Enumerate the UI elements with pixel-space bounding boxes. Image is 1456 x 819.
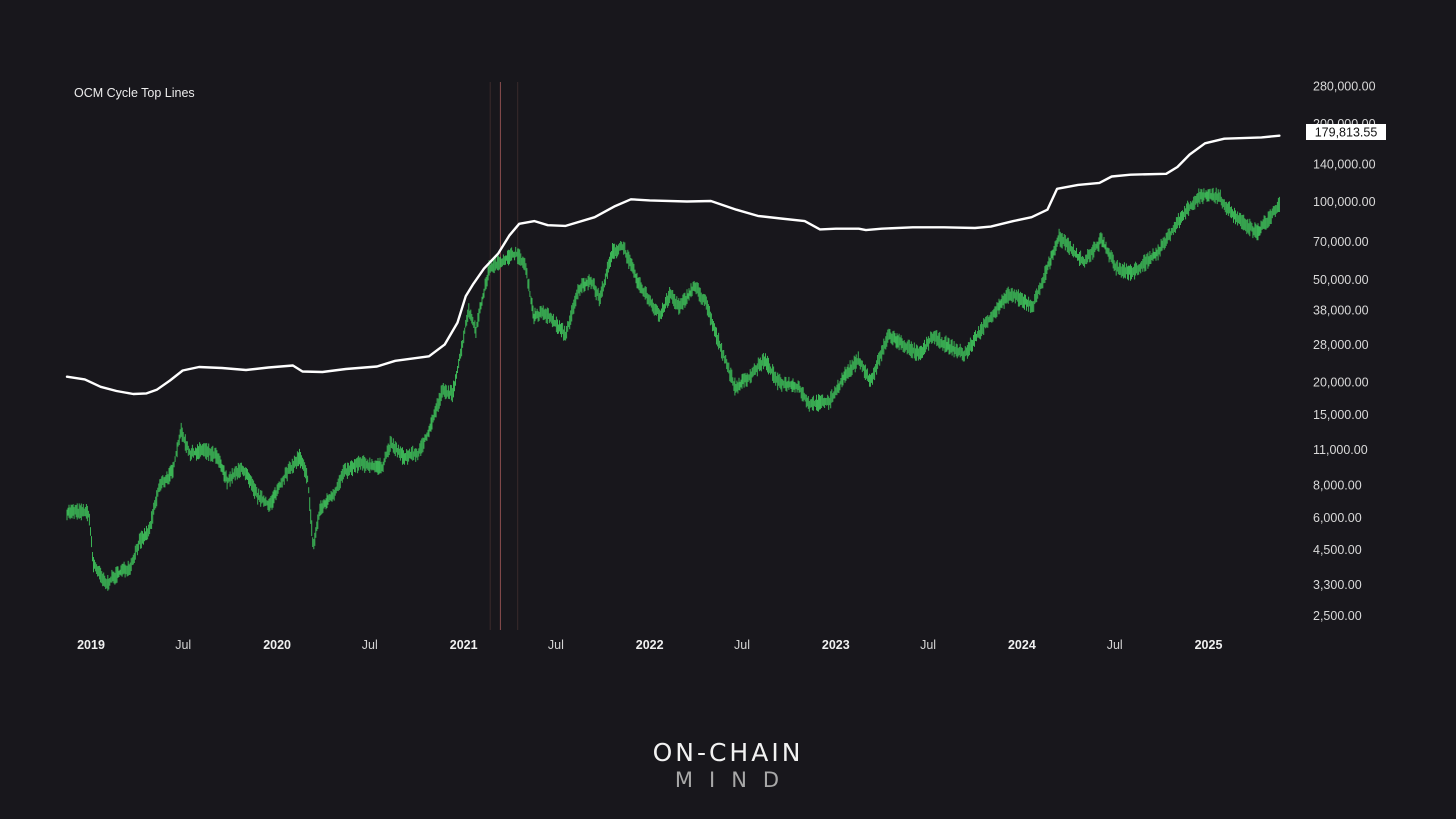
x-tick-label: Jul — [362, 638, 378, 652]
y-tick-label: 6,000.00 — [1313, 511, 1362, 525]
x-tick-label: 2024 — [1008, 638, 1036, 652]
last-value-background — [1306, 124, 1386, 140]
last-value-label: 179,813.55 — [1315, 126, 1378, 140]
x-tick-label: Jul — [1107, 638, 1123, 652]
x-axis: 2019 Jul 2020 Jul 2021 Jul 2022 Jul 2023 Jul 2024 J… — [77, 638, 1222, 652]
y-tick-label: 3,300.00 — [1313, 578, 1362, 592]
y-tick-label: 11,000.00 — [1313, 443, 1368, 457]
vertical-markers — [489, 82, 519, 630]
y-tick-label: 140,000.00 — [1313, 157, 1376, 171]
y-tick-label: 50,000.00 — [1313, 273, 1369, 287]
y-tick-label: 38,000.00 — [1313, 304, 1369, 318]
y-tick-label: 8,000.00 — [1313, 479, 1362, 493]
y-tick-label: 28,000.00 — [1313, 338, 1369, 352]
y-axis: 280,000.00200,000.00140,000.00100,000.00… — [1313, 79, 1376, 623]
x-tick-label: Jul — [548, 638, 564, 652]
y-tick-label: 100,000.00 — [1313, 195, 1376, 209]
y-tick-label: 2,500.00 — [1313, 609, 1362, 623]
chart-title: OCM Cycle Top Lines — [74, 86, 195, 100]
x-tick-label: 2022 — [636, 638, 664, 652]
y-tick-label: 15,000.00 — [1313, 408, 1369, 422]
x-tick-label: Jul — [734, 638, 750, 652]
y-tick-label: 280,000.00 — [1313, 79, 1376, 93]
cycle-top-line — [65, 134, 1281, 396]
y-tick-label: 70,000.00 — [1313, 235, 1369, 249]
x-tick-label: Jul — [175, 638, 191, 652]
brand-logo-line1: ON-CHAIN — [652, 738, 804, 767]
y-tick-label: 20,000.00 — [1313, 376, 1369, 390]
brand-logo-line2: MIND — [674, 768, 796, 792]
x-tick-label: 2021 — [450, 638, 478, 652]
x-tick-label: 2020 — [263, 638, 291, 652]
x-tick-label: 2023 — [822, 638, 850, 652]
x-tick-label: Jul — [920, 638, 936, 652]
x-tick-label: 2019 — [77, 638, 105, 652]
price-candles — [66, 187, 1280, 591]
y-tick-label: 4,500.00 — [1313, 543, 1362, 557]
x-tick-label: 2025 — [1195, 638, 1223, 652]
last-value-badge: 179,813.55 — [1306, 124, 1386, 140]
